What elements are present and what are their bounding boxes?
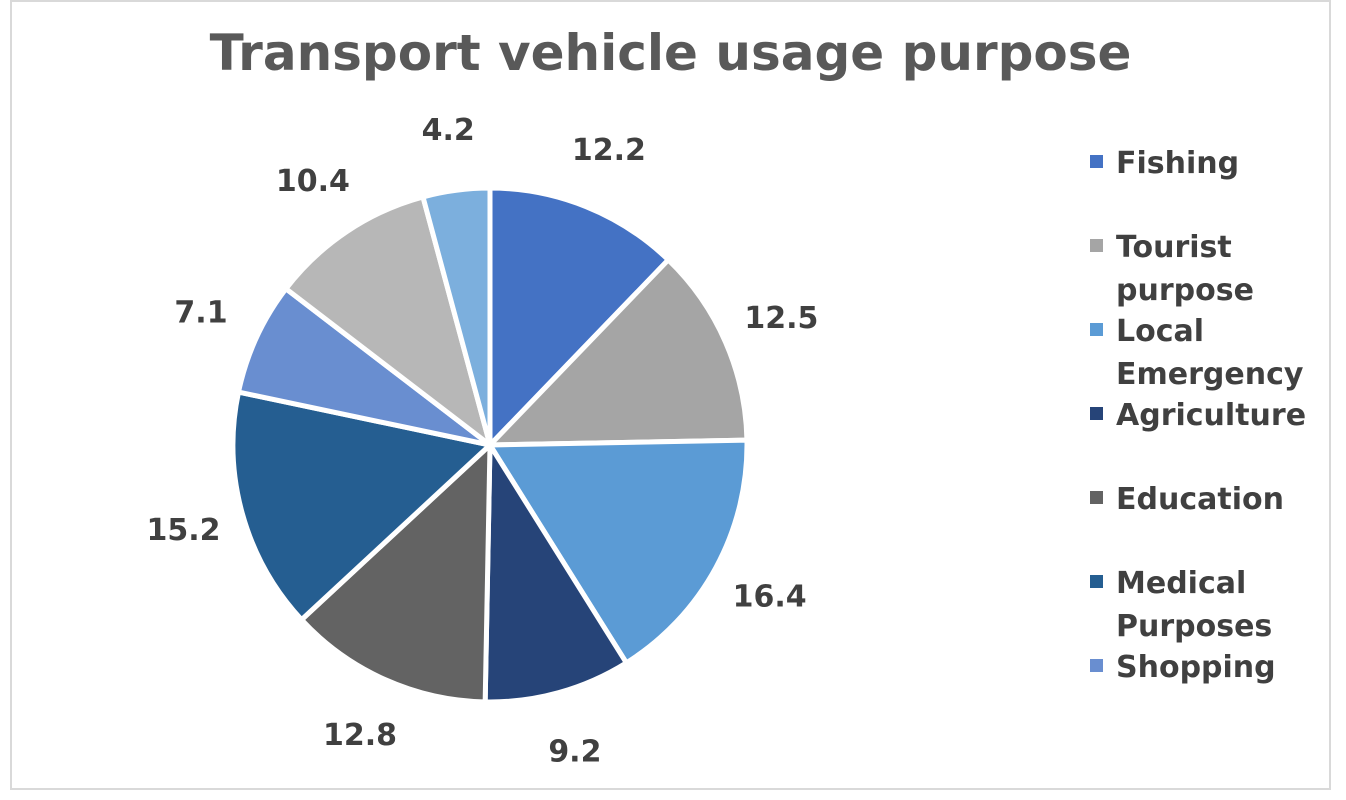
data-label-4: 9.2 <box>548 735 601 770</box>
legend-label: Shopping <box>1116 650 1276 685</box>
data-label-5: 12.8 <box>323 718 397 753</box>
legend-swatch <box>1090 155 1103 168</box>
legend-swatch <box>1090 575 1103 588</box>
legend-item-3: Local Emergency <box>1090 310 1304 396</box>
data-label-2: 12.5 <box>744 301 818 336</box>
legend-item-7: Shopping <box>1090 646 1291 689</box>
pie-slice-5 <box>299 442 493 705</box>
legend-label: Education <box>1116 482 1284 517</box>
data-label-3: 16.4 <box>733 579 807 614</box>
data-label-1: 12.2 <box>572 133 646 168</box>
pie-slice-1 <box>487 185 671 448</box>
legend-swatch <box>1090 323 1103 336</box>
pie-chart: 12.2 12.5 16.4 9.2 12.8 15.2 7.1 10.4 4.2 <box>146 113 818 770</box>
legend-swatch <box>1090 239 1103 252</box>
legend-swatch <box>1090 659 1103 672</box>
chart-area: Transport vehicle usage purpose 12.2 12.5… <box>10 0 1331 790</box>
pie-slice-6 <box>230 389 493 623</box>
legend-item-6: Medical Purposes <box>1090 562 1291 648</box>
legend-swatch <box>1090 491 1103 504</box>
pie-slice-2 <box>487 257 750 448</box>
legend-item-4: Agriculture <box>1090 394 1307 437</box>
legend-label: Fishing <box>1116 146 1240 181</box>
data-label-9: 4.2 <box>422 113 475 148</box>
legend-label: Medical Purposes <box>1116 566 1273 644</box>
legend-item-1: Fishing <box>1090 142 1291 185</box>
legend-label: Agriculture <box>1116 398 1307 433</box>
legend-item-5: Education <box>1090 478 1291 521</box>
data-label-8: 10.4 <box>276 164 350 199</box>
legend-label: Local Emergency <box>1116 314 1304 392</box>
legend-swatch <box>1090 407 1103 420</box>
data-label-6: 15.2 <box>146 513 220 548</box>
legend-item-2: Tourist purpose <box>1090 226 1291 312</box>
data-label-7: 7.1 <box>174 295 227 330</box>
pie-slice-9 <box>420 185 493 448</box>
legend-label: Tourist purpose <box>1116 230 1254 308</box>
pie-slice-4 <box>482 442 629 705</box>
chart-title: Transport vehicle usage purpose <box>209 24 1132 82</box>
pie-slice-3 <box>487 437 750 666</box>
